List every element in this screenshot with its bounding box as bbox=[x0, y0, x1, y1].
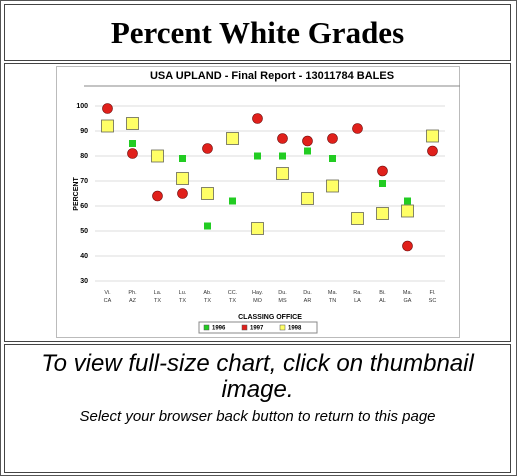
x-tick-label: Hay. MO bbox=[252, 290, 263, 304]
chart-title: USA UPLAND - Final Report - 13011784 BAL… bbox=[150, 70, 394, 82]
point bbox=[376, 207, 389, 220]
legend-label: 1996 bbox=[212, 326, 226, 332]
y-tick-label: 70 bbox=[80, 178, 88, 185]
legend-swatch bbox=[241, 324, 248, 331]
point bbox=[326, 179, 339, 193]
x-tick-label: Du. MS bbox=[278, 290, 287, 304]
point bbox=[151, 149, 164, 163]
x-tick-label: Bi. AL bbox=[379, 290, 386, 304]
y-axis-label: PERCENT bbox=[73, 177, 80, 211]
point bbox=[129, 140, 136, 147]
chart: USA UPLAND - Final Report - 13011784 BAL… bbox=[56, 66, 460, 338]
caption-main: To view full-size chart, click on thumbn… bbox=[41, 350, 474, 403]
point bbox=[404, 197, 411, 205]
point bbox=[352, 123, 363, 134]
point bbox=[127, 148, 138, 159]
x-tick-label: Vi. CA bbox=[104, 290, 112, 304]
x-tick-label: Du. AR bbox=[303, 290, 312, 304]
point bbox=[279, 152, 286, 160]
x-tick-label: Ma. GA bbox=[403, 290, 413, 304]
point bbox=[204, 222, 211, 230]
point bbox=[176, 172, 189, 185]
point bbox=[229, 197, 236, 205]
y-tick-label: 50 bbox=[80, 228, 88, 235]
point bbox=[377, 165, 388, 177]
point bbox=[177, 188, 188, 199]
point bbox=[276, 167, 289, 180]
point bbox=[329, 155, 336, 162]
point bbox=[302, 135, 313, 147]
x-axis-label: CLASSING OFFICE bbox=[238, 314, 302, 321]
x-tick-label: Ra. LA bbox=[353, 290, 362, 304]
legend-box bbox=[198, 321, 318, 334]
legend-label: 1997 bbox=[250, 326, 264, 332]
x-tick-label: Fl. SC bbox=[429, 290, 437, 304]
point bbox=[379, 180, 386, 187]
y-tick-label: 90 bbox=[80, 128, 88, 135]
point bbox=[401, 204, 414, 218]
x-tick-label: La. TX bbox=[154, 290, 162, 304]
header-title: Percent White Grades bbox=[4, 4, 511, 61]
thumbnail-link[interactable]: USA UPLAND - Final Report - 13011784 BAL… bbox=[56, 66, 460, 343]
point bbox=[304, 147, 311, 155]
y-tick-label: 60 bbox=[80, 203, 88, 210]
point bbox=[351, 212, 364, 225]
point bbox=[252, 113, 263, 124]
legend-label: 1998 bbox=[288, 326, 302, 332]
y-tick-label: 100 bbox=[76, 103, 88, 110]
point bbox=[301, 192, 314, 205]
point bbox=[427, 145, 438, 157]
chart-cell bbox=[4, 63, 511, 342]
x-tick-label: Ph. AZ bbox=[128, 290, 137, 304]
point bbox=[402, 240, 413, 252]
point bbox=[277, 133, 288, 144]
caption-cell: To view full-size chart, click on thumbn… bbox=[4, 344, 511, 473]
x-tick-label: Lu. TX bbox=[179, 290, 187, 304]
x-tick-label: Ma. TN bbox=[328, 290, 338, 304]
point bbox=[201, 187, 214, 200]
point bbox=[426, 129, 439, 143]
y-tick-label: 30 bbox=[80, 278, 88, 285]
point bbox=[251, 222, 264, 235]
point bbox=[126, 117, 139, 130]
legend-swatch bbox=[203, 324, 210, 331]
x-tick-label: CC. TX bbox=[228, 290, 238, 304]
point bbox=[152, 190, 163, 202]
x-tick-label: Ab. TX bbox=[203, 290, 212, 304]
point bbox=[102, 103, 113, 114]
legend-swatch bbox=[279, 324, 286, 331]
point bbox=[254, 152, 261, 160]
point bbox=[327, 133, 338, 144]
chart-border bbox=[56, 66, 460, 338]
point bbox=[226, 132, 239, 145]
point bbox=[179, 155, 186, 162]
point bbox=[101, 119, 114, 133]
y-tick-label: 80 bbox=[80, 153, 88, 160]
caption-note: Select your browser back button to retur… bbox=[79, 408, 436, 425]
y-tick-label: 40 bbox=[80, 253, 88, 260]
point bbox=[202, 143, 213, 154]
